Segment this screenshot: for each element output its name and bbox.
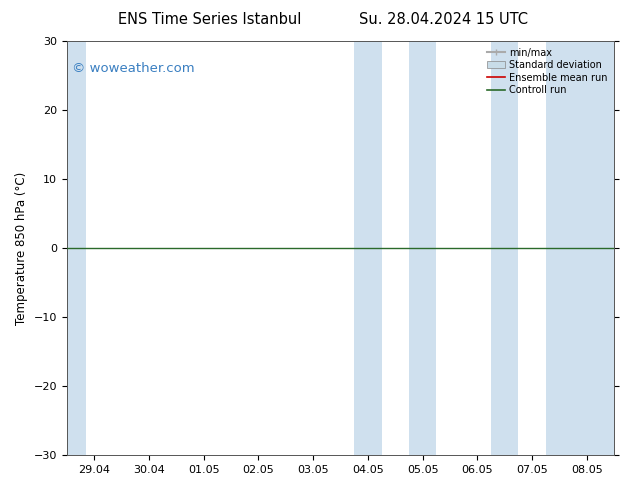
- Bar: [546, 41, 614, 455]
- Text: ENS Time Series Istanbul: ENS Time Series Istanbul: [117, 12, 301, 27]
- Text: © woweather.com: © woweather.com: [72, 62, 195, 75]
- Bar: [354, 41, 382, 455]
- Text: Su. 28.04.2024 15 UTC: Su. 28.04.2024 15 UTC: [359, 12, 528, 27]
- Bar: [67, 41, 86, 455]
- Bar: [409, 41, 436, 455]
- Y-axis label: Temperature 850 hPa (°C): Temperature 850 hPa (°C): [15, 172, 28, 325]
- Bar: [491, 41, 519, 455]
- Legend: min/max, Standard deviation, Ensemble mean run, Controll run: min/max, Standard deviation, Ensemble me…: [486, 46, 609, 97]
